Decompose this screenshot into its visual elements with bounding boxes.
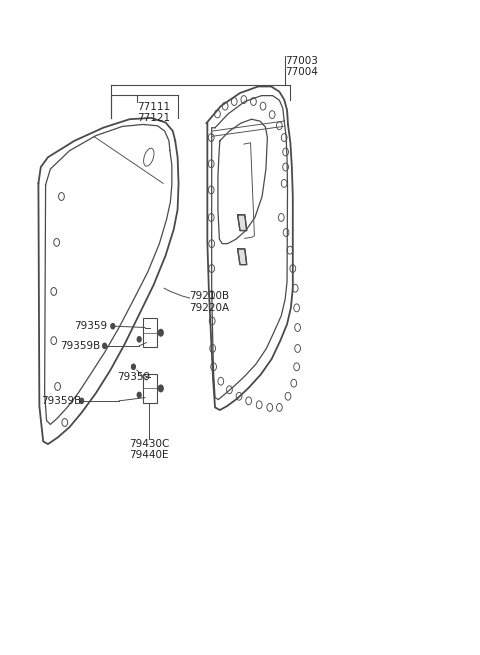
Circle shape [111,324,115,329]
Circle shape [80,398,84,403]
Text: 79359: 79359 [74,321,108,331]
Circle shape [137,337,141,342]
Text: 79430C
79440E: 79430C 79440E [129,439,169,460]
Circle shape [103,343,107,348]
Text: 77111
77121: 77111 77121 [137,102,170,123]
Text: 79359B: 79359B [41,396,81,406]
Text: 79210B
79220A: 79210B 79220A [190,291,230,313]
Polygon shape [238,249,247,265]
Text: 79359: 79359 [118,371,151,382]
Polygon shape [238,215,247,231]
Text: 79359B: 79359B [60,341,100,351]
Circle shape [158,385,163,392]
Circle shape [132,364,135,369]
Circle shape [158,329,163,336]
Text: 77003
77004: 77003 77004 [286,56,318,77]
Circle shape [137,392,141,398]
